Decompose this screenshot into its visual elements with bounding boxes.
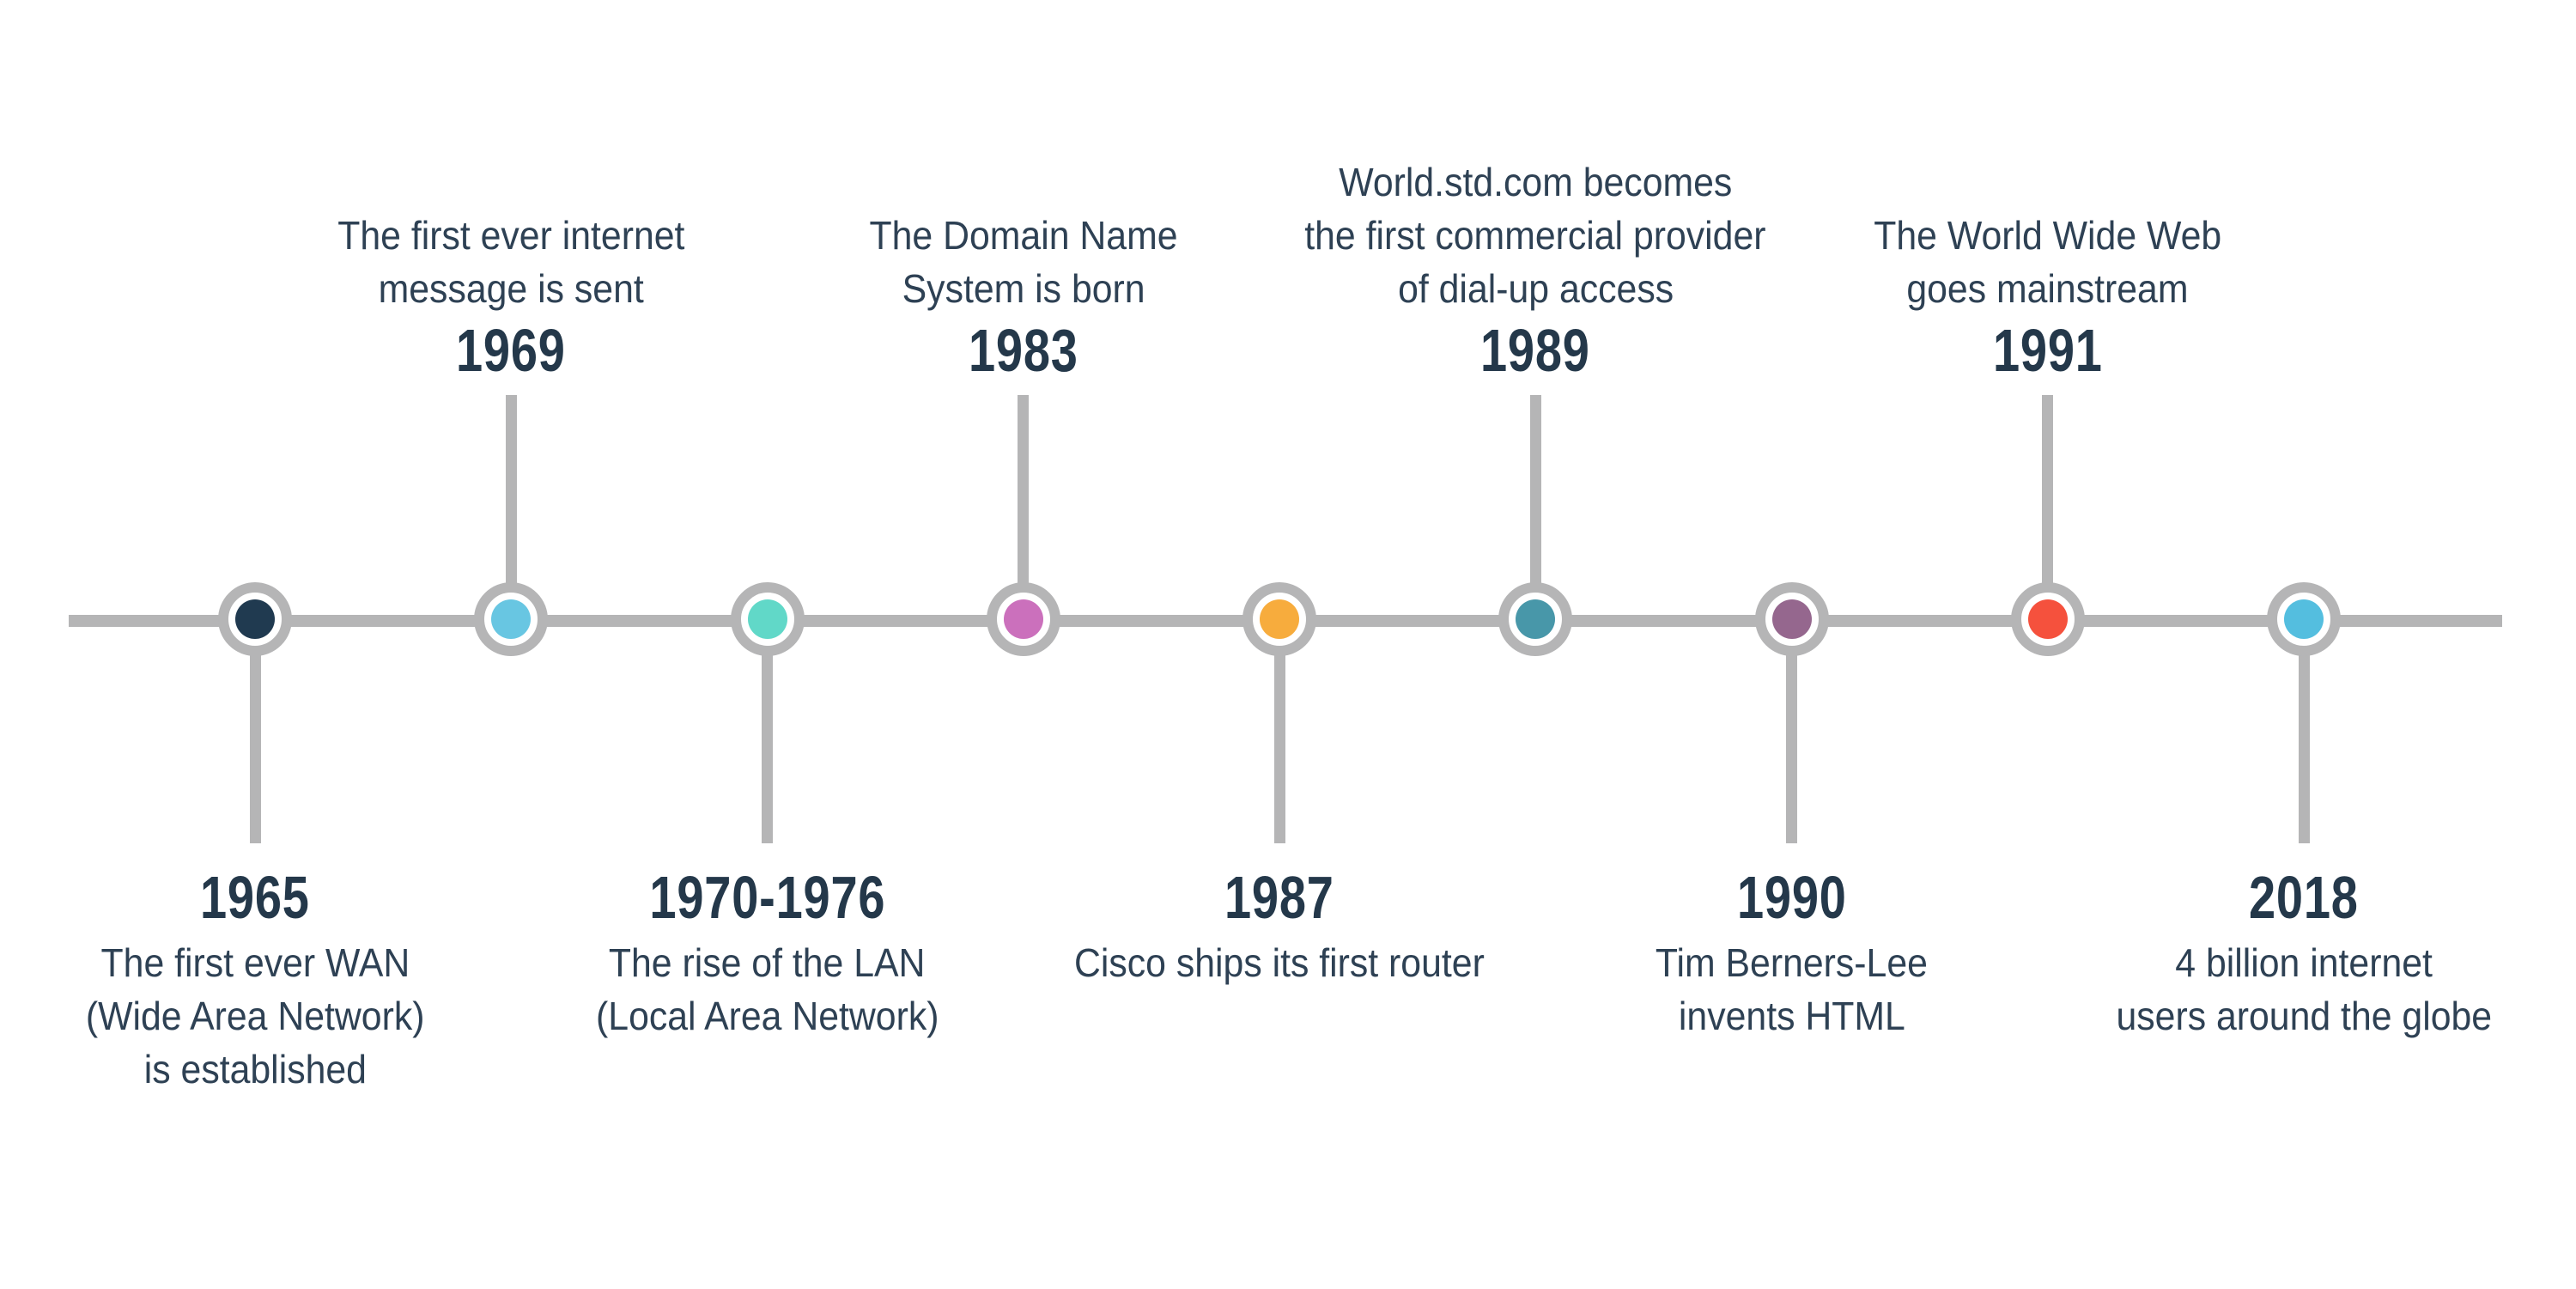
event-description: 4 billion internet users around the globe [1978,936,2576,1043]
event-description-line: The Domain Name [869,213,1178,258]
stem-1991 [2042,395,2054,621]
event-description-line: Cisco ships its first router [1074,940,1485,985]
event-year-text: 2018 [2249,864,2359,931]
event-label-1983: The Domain Name System is born 1983 [697,209,1350,382]
event-label-1987: 1987 Cisco ships its first router [953,866,1606,989]
node-ring-1989 [1498,582,1573,656]
event-label-1965: 1965 The first ever WAN (Wide Area Network… [0,866,581,1096]
event-description-line: message is sent [378,266,644,311]
node-ring-1987 [1242,582,1316,656]
event-description-line: The World Wide Web [1874,213,2222,258]
event-year: 1969 [185,319,837,382]
stem-1969 [505,395,517,621]
event-description: The World Wide Web goes mainstream [1722,209,2374,315]
event-year-text: 1983 [968,317,1078,384]
event-description: The first ever WAN (Wide Area Network) is … [0,936,581,1096]
event-description-line: The first ever WAN [100,940,410,985]
event-year-text: 1987 [1224,864,1334,931]
event-label-1991: The World Wide Web goes mainstream 1991 [1722,209,2374,382]
event-year: 1983 [697,319,1350,382]
event-description-line: the first commercial provider [1304,213,1766,258]
event-label-1969: The first ever internet message is sent 19… [185,209,837,382]
node-dot-1989 [1516,599,1556,639]
event-description: The rise of the LAN (Local Area Network) [441,936,1094,1043]
event-year: 2018 [1978,866,2576,929]
event-year-text: 1970-1976 [648,864,885,931]
stem-1965 [249,621,261,843]
event-year-text: 1990 [1736,864,1847,931]
node-ring-1990 [1754,582,1829,656]
stem-1983 [1018,395,1030,621]
event-year: 1965 [0,866,581,929]
event-year: 1990 [1466,866,2118,929]
node-dot-2018 [2284,599,2324,639]
event-description: Cisco ships its first router [953,936,1606,989]
node-dot-1987 [1260,599,1299,639]
event-description-line: The rise of the LAN [609,940,926,985]
event-year-text: 1969 [456,317,567,384]
event-year-text: 1991 [1992,317,2103,384]
node-dot-1969 [491,599,532,639]
stem-1970-1976 [762,621,773,843]
event-year-text: 1989 [1480,317,1591,384]
event-label-1970-1976: 1970-1976 The rise of the LAN (Local Area … [441,866,1094,1043]
event-label-1990: 1990 Tim Berners-Lee invents HTML [1466,866,2118,1043]
event-description-line: invents HTML [1678,994,1905,1038]
event-description-line: System is born [902,266,1145,311]
node-ring-1991 [2010,582,2085,656]
event-label-1989: World.std.com becomes the first commercia… [1209,155,1862,382]
node-ring-1965 [218,582,292,656]
event-description-line: is established [143,1047,367,1091]
event-description: World.std.com becomes the first commercia… [1209,155,1862,315]
node-dot-1970-1976 [747,599,787,639]
stem-2018 [2298,621,2310,843]
event-year: 1987 [953,866,1606,929]
event-description-line: 4 billion internet [2175,940,2433,985]
event-description-line: The first ever internet [337,213,685,258]
event-description: The first ever internet message is sent [185,209,837,315]
event-description-line: goes mainstream [1906,266,2189,311]
event-label-2018: 2018 4 billion internet users around the g… [1978,866,2576,1043]
event-year: 1989 [1209,319,1862,382]
event-year-text: 1965 [200,864,310,931]
node-dot-1983 [1003,599,1043,639]
stem-1987 [1273,621,1285,843]
event-description-line: (Wide Area Network) [85,994,425,1038]
event-description-line: of dial-up access [1397,266,1674,311]
stem-1989 [1529,395,1541,621]
node-ring-2018 [2267,582,2341,656]
event-description: Tim Berners-Lee invents HTML [1466,936,2118,1043]
event-description-line: World.std.com becomes [1339,160,1733,204]
node-dot-1990 [1771,599,1812,639]
event-description-line: users around the globe [2116,994,2492,1038]
node-dot-1991 [2027,599,2068,639]
stem-1990 [1786,621,1797,843]
node-dot-1965 [235,599,275,639]
node-ring-1970-1976 [730,582,805,656]
event-year: 1970-1976 [441,866,1094,929]
event-description-line: Tim Berners-Lee [1655,940,1928,985]
event-year: 1991 [1722,319,2374,382]
node-ring-1969 [474,582,549,656]
event-description-line: (Local Area Network) [595,994,939,1038]
node-ring-1983 [986,582,1060,656]
event-description: The Domain Name System is born [697,209,1350,315]
